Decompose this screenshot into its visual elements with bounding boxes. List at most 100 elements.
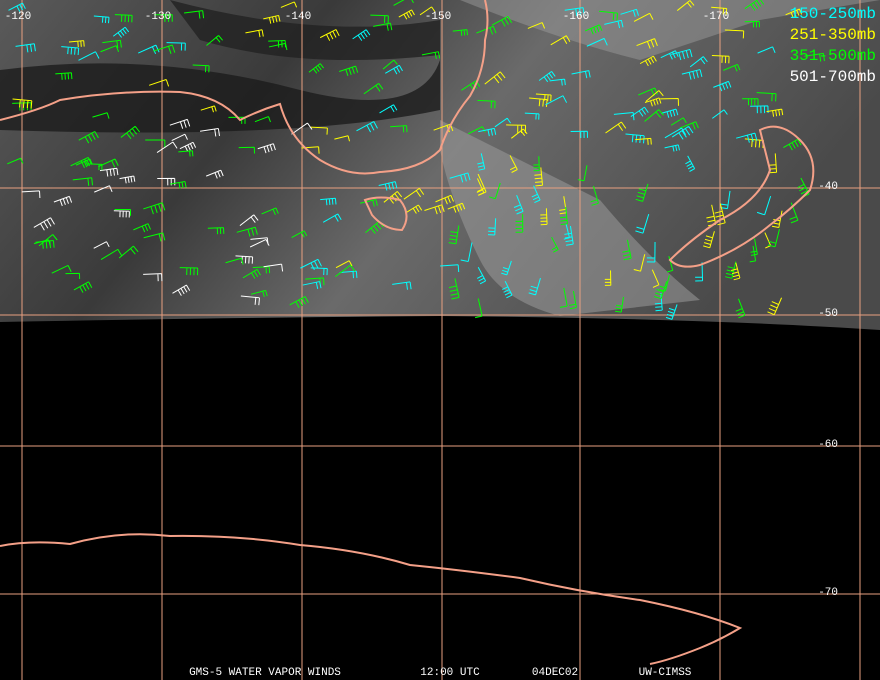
wind-barb (93, 241, 110, 249)
wind-barb (703, 231, 715, 249)
wind-barb (68, 40, 85, 48)
wind-barb (73, 281, 93, 293)
wind-barb (268, 42, 288, 51)
wind-barb (320, 197, 337, 206)
wind-barb (280, 1, 298, 8)
wind-barb (468, 126, 486, 135)
wind-barb (102, 39, 122, 49)
longitude-label: -130 (145, 11, 171, 23)
wind-barb (225, 257, 244, 265)
wind-barb (757, 46, 776, 54)
wind-barb (120, 125, 140, 140)
wind-barb (447, 202, 466, 213)
wind-barb (12, 98, 33, 109)
wind-barb (502, 280, 513, 299)
wind-barb (620, 8, 639, 17)
longitude-label: -160 (563, 11, 589, 23)
wind-barb (768, 153, 778, 174)
wind-barb (172, 284, 191, 296)
wind-barb (143, 232, 166, 242)
wind-barb (742, 98, 759, 106)
wind-barb (404, 204, 423, 214)
wind-barb (570, 130, 588, 139)
legend-entry: 150-250mb (790, 5, 876, 23)
wind-barb (635, 213, 650, 234)
wind-barb (179, 267, 199, 276)
wind-barb (100, 45, 120, 53)
wind-barb (51, 264, 72, 274)
wind-barb (635, 183, 649, 202)
wind-barb (78, 51, 100, 61)
wind-barb (529, 97, 548, 107)
wind-barb (55, 72, 73, 80)
wind-barb (206, 35, 223, 46)
wind-barb (804, 52, 825, 62)
wind-barb (370, 14, 389, 24)
wind-barb (477, 173, 487, 196)
wind-barb (98, 158, 119, 168)
wind-barb (166, 42, 186, 51)
wind-barb (533, 156, 540, 172)
wind-barb (474, 298, 483, 319)
wind-barb (383, 191, 403, 204)
wind-barb (636, 38, 658, 49)
wind-barb (551, 236, 559, 253)
wind-barb (599, 10, 619, 21)
wind-barb (767, 228, 780, 248)
wind-barb (154, 14, 173, 22)
wind-barb (119, 175, 136, 184)
wind-barb (435, 194, 454, 205)
wind-barb (308, 63, 324, 74)
wind-barb (651, 269, 660, 288)
longitude-label: -120 (5, 11, 31, 23)
wind-barb (540, 208, 548, 226)
wind-barb (491, 16, 513, 27)
wind-barb (513, 194, 524, 215)
wind-barb (676, 0, 695, 11)
wind-barb (685, 155, 696, 172)
wind-barb (143, 202, 166, 215)
longitude-labels: -120 -130 -140 -150 -160 -170 (5, 11, 729, 23)
wind-barb (511, 128, 528, 139)
wind-barb (53, 195, 73, 207)
wind-barb (99, 167, 119, 177)
wind-barb (756, 92, 777, 102)
wind-barb (665, 304, 678, 320)
wind-barb (477, 99, 496, 109)
wind-barb (695, 262, 704, 282)
wind-barb (664, 144, 680, 152)
wind-barb (78, 131, 99, 144)
wind-barb (750, 105, 769, 114)
wind-barb (785, 8, 803, 19)
wind-barb (94, 185, 113, 193)
wind-barb (242, 268, 261, 279)
wind-barb (449, 172, 471, 183)
dry-band (170, 0, 440, 60)
wind-barb (21, 190, 41, 199)
wind-barb (169, 118, 191, 129)
wind-barb (484, 71, 506, 85)
wind-barb (771, 210, 783, 228)
wind-barb (112, 26, 130, 38)
wind-barb (239, 214, 259, 226)
wind-barb (622, 239, 632, 261)
wind-barb (178, 150, 194, 157)
wind-barb (535, 93, 552, 102)
wind-barb (569, 290, 577, 310)
wind-barb (613, 112, 635, 121)
wind-barb (577, 165, 588, 182)
wind-barb (385, 64, 403, 75)
wind-barb (756, 195, 772, 216)
wind-barb (528, 277, 541, 296)
wind-barb (644, 109, 664, 122)
tasmania-coastline (363, 196, 408, 232)
wind-barb (200, 105, 217, 113)
wind-barb (645, 90, 664, 102)
wind-barb (254, 116, 271, 123)
wind-barb (236, 226, 258, 237)
wind-barb (356, 121, 378, 133)
wind-barb (671, 125, 694, 140)
wind-barb (670, 117, 687, 126)
wind-barb (494, 117, 512, 128)
wind-barb (114, 208, 131, 216)
